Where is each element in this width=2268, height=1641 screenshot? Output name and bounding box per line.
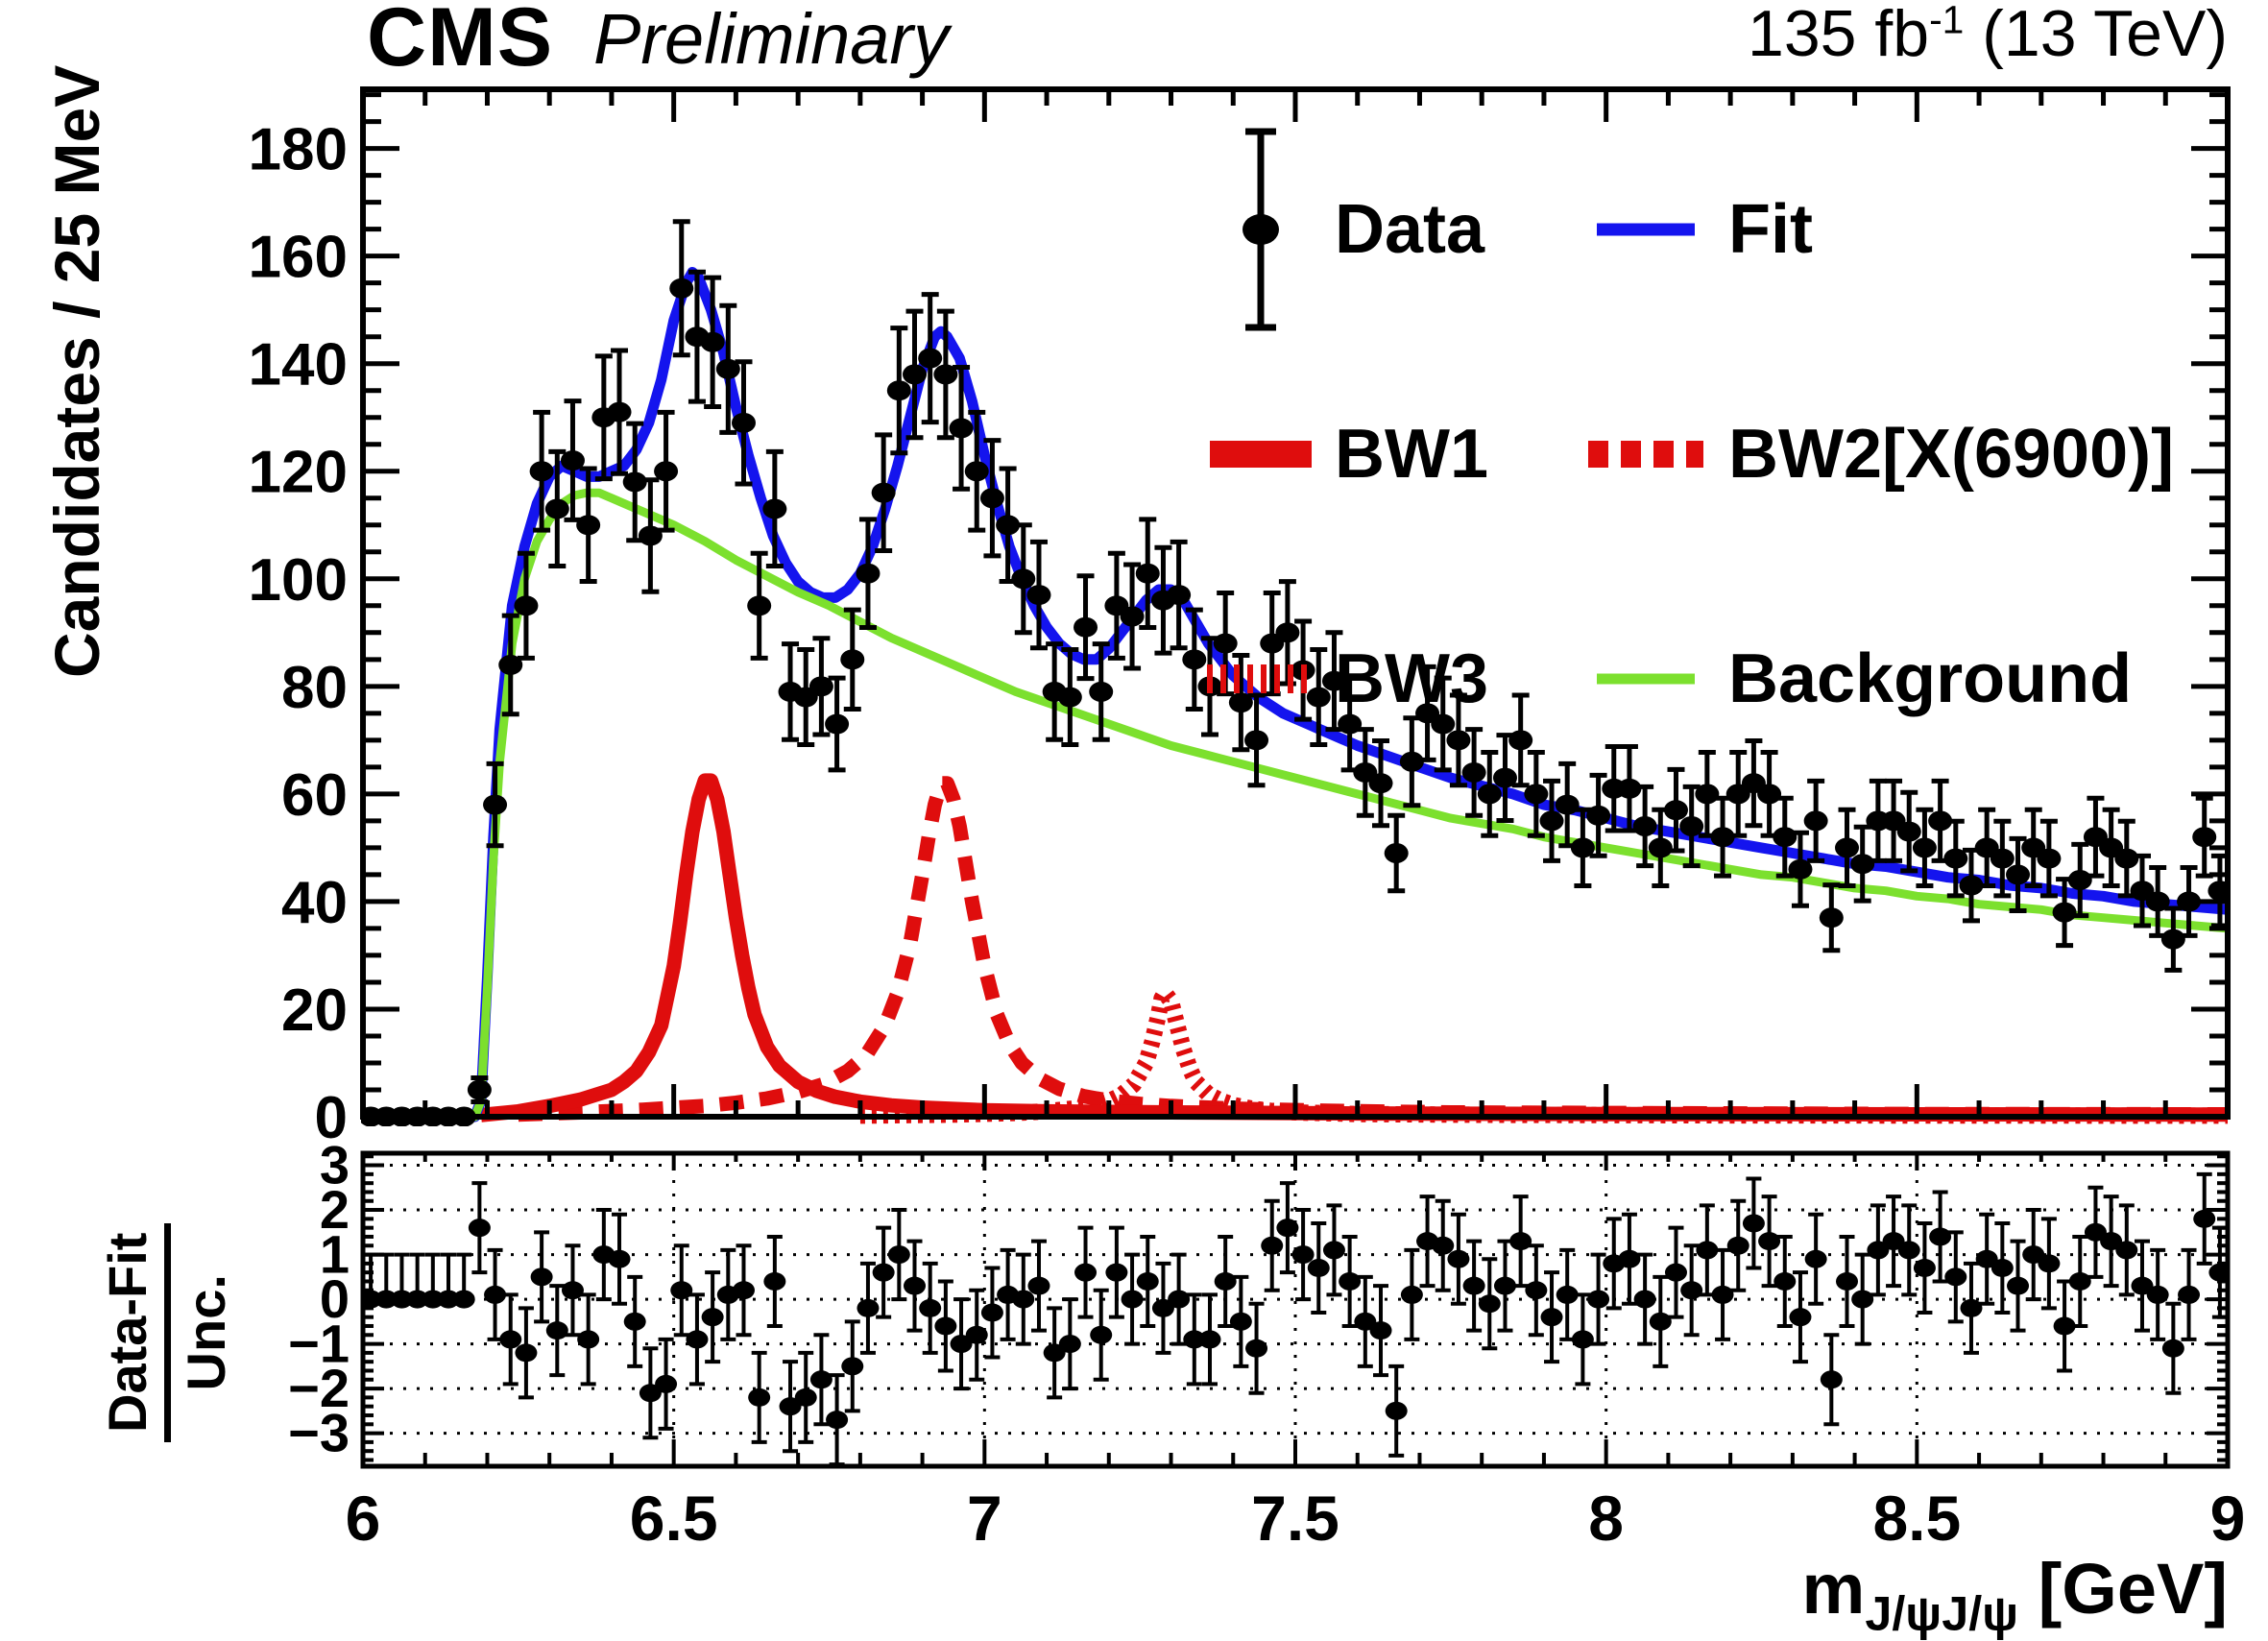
x-title-unit: [GeV] [2018,1549,2228,1629]
legend-data-label: Data [1335,191,1485,268]
legend-bw3-marker [1202,663,1319,695]
ratio-title-denominator: Unc. [176,1274,236,1391]
svg-text:60: 60 [281,762,348,829]
legend-bw1-label: BW1 [1335,416,1488,493]
legend-bw2-label: BW2[X(6900)] [1728,416,2175,493]
svg-text:120: 120 [249,440,348,506]
svg-text:8.5: 8.5 [1872,1483,1961,1554]
luminosity-label: 135 fb-1 (13 TeV) [1748,0,2228,71]
svg-text:0: 0 [320,1268,350,1329]
svg-text:140: 140 [249,332,348,398]
svg-text:180: 180 [249,117,348,183]
x-title-base: m [1801,1549,1866,1629]
svg-text:9: 9 [2210,1483,2246,1554]
legend-bw2-marker [1579,437,1713,471]
lumi-exponent: -1 [1929,0,1965,42]
svg-text:6.5: 6.5 [630,1483,718,1554]
svg-text:7: 7 [967,1483,1002,1554]
svg-text:−1: −1 [288,1314,350,1374]
svg-text:20: 20 [281,977,348,1044]
legend-fit-marker [1579,218,1713,241]
svg-text:2: 2 [320,1179,350,1240]
x-axis-title: mJ/ψJ/ψ [GeV] [1801,1548,2228,1637]
svg-text:80: 80 [281,655,348,721]
svg-text:−2: −2 [288,1358,350,1418]
svg-text:3: 3 [320,1135,350,1195]
legend-bw1-marker [1202,437,1319,471]
ratio-title-numerator: Data-Fit [96,1222,171,1442]
legend-bw3-label: BW3 [1335,640,1488,717]
legend: Data Fit BW1 BW2[X(6900)] BW3 [1202,117,2174,791]
experiment-label: CMS [367,0,554,84]
ratio-y-axis-title: Data-Fit Unc. [96,1222,237,1442]
svg-text:1: 1 [320,1224,350,1285]
svg-text:7.5: 7.5 [1251,1483,1339,1554]
legend-data-marker [1202,124,1319,335]
svg-text:8: 8 [1588,1483,1624,1554]
lumi-value: 135 fb [1748,0,1930,70]
svg-text:6: 6 [346,1483,381,1554]
legend-background-marker [1579,669,1713,688]
svg-text:−3: −3 [288,1403,350,1463]
legend-background-label: Background [1728,640,2133,717]
svg-text:40: 40 [281,870,348,936]
x-title-subscript: J/ψJ/ψ [1865,1585,2019,1641]
svg-text:0: 0 [315,1085,348,1151]
legend-fit-label: Fit [1728,191,1813,268]
main-y-axis-title: Candidates / 25 MeV [41,64,112,678]
preliminary-label: Preliminary [593,0,950,79]
svg-text:100: 100 [249,547,348,614]
svg-text:160: 160 [249,225,348,291]
lumi-energy: (13 TeV) [1964,0,2228,70]
